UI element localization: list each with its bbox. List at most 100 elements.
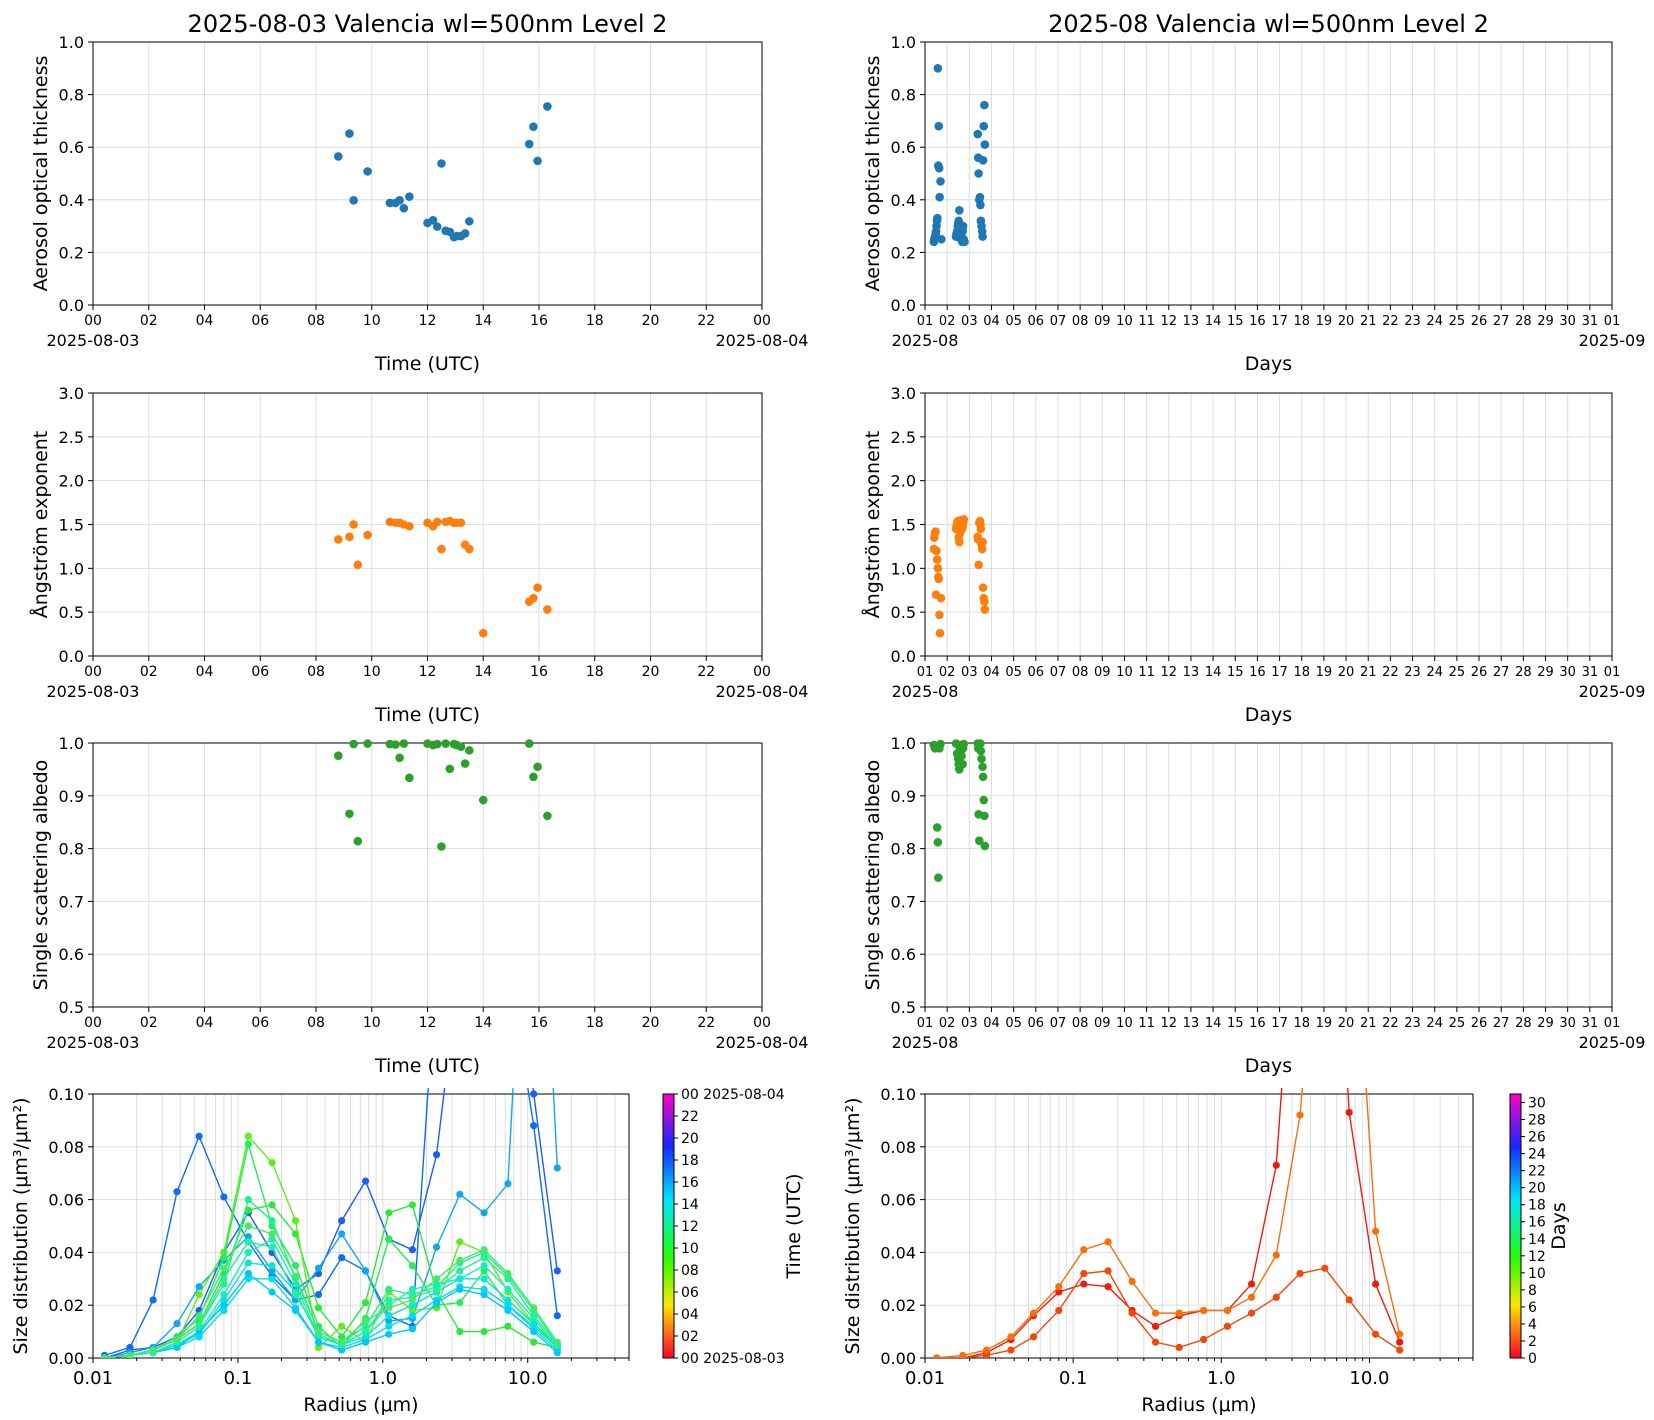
x-tick-label: 18	[586, 313, 604, 329]
series-point	[361, 1267, 370, 1275]
axes-frame	[924, 742, 1613, 1008]
x-tick-label: 13	[1183, 665, 1200, 680]
x-tick-label: 12	[1161, 314, 1178, 329]
x-tick-label: 14	[474, 313, 492, 329]
y-tick-label: 0.5	[59, 603, 84, 622]
x-tick-label: 15	[1227, 1016, 1244, 1031]
series-point	[504, 1306, 512, 1315]
data-point	[353, 560, 363, 570]
axes-frame	[92, 41, 763, 306]
y-tick-label: 0.08	[880, 1138, 916, 1157]
data-point	[533, 762, 542, 772]
series-point	[1296, 1269, 1304, 1278]
x-tick-label: 01	[1604, 1016, 1621, 1031]
x-tick-label: 03	[961, 314, 978, 329]
data-point	[349, 739, 358, 749]
x-tick-label: 23	[1404, 1016, 1421, 1031]
y-tick-label: 0.08	[48, 1138, 84, 1157]
x-tick-label: 04	[196, 664, 214, 680]
series-point	[291, 1291, 300, 1299]
series-point	[480, 1285, 488, 1293]
series-point	[480, 1291, 488, 1299]
y-tick-label: 0.6	[891, 138, 916, 157]
x-tick-label: 00	[753, 1015, 771, 1031]
series-point	[314, 1304, 323, 1312]
series-point	[432, 1298, 441, 1307]
data-point	[937, 234, 946, 244]
x-tick-label: 10.0	[1349, 1368, 1389, 1389]
x-tick-label: 29	[1537, 1016, 1554, 1031]
data-point	[974, 169, 983, 178]
series-point	[504, 1180, 512, 1188]
x-axis-label: Time (UTC)	[374, 353, 480, 375]
series-point	[408, 1325, 416, 1333]
data-point	[974, 836, 984, 845]
y-tick-label: 0.00	[48, 1349, 84, 1368]
series-point	[1272, 1293, 1280, 1301]
series-point	[480, 1262, 488, 1270]
series-point	[244, 1206, 252, 1214]
series-point	[244, 1275, 252, 1283]
data-point	[529, 772, 538, 782]
y-tick-label: 0.06	[880, 1191, 916, 1210]
data-point	[345, 129, 354, 138]
x-tick-label: 10	[1116, 314, 1133, 329]
data-point	[979, 121, 989, 131]
axes-frame	[92, 1093, 630, 1359]
data-point	[395, 753, 404, 763]
y-tick-label: 1.0	[59, 734, 84, 753]
series-point	[504, 1269, 512, 1278]
series-point	[408, 1296, 416, 1304]
data-point	[524, 739, 534, 748]
x-tick-label: 08	[1072, 1016, 1089, 1031]
series-point	[244, 1259, 252, 1267]
data-point	[465, 746, 474, 755]
data-point	[980, 100, 989, 110]
x-tick-label: 02	[939, 1016, 956, 1031]
series-line	[104, 1088, 558, 1357]
x-tick-label: 11	[1138, 314, 1155, 329]
y-tick-label: 1.5	[891, 516, 916, 535]
series-point	[1104, 1238, 1112, 1246]
series-point	[385, 1209, 393, 1217]
data-point	[529, 122, 538, 131]
series-point	[480, 1246, 488, 1254]
data-point	[959, 514, 969, 524]
data-point	[978, 772, 988, 782]
series-point	[1223, 1322, 1232, 1330]
series-point	[195, 1291, 203, 1299]
x-tick-label: 19	[1316, 314, 1333, 329]
y-axis-label: Single scattering albedo	[862, 760, 884, 991]
grid	[924, 392, 1613, 657]
series-point	[385, 1285, 393, 1293]
y-tick-label: 0.4	[59, 191, 84, 210]
y-tick-label: 0.4	[891, 191, 916, 210]
series-point	[244, 1269, 252, 1278]
x-tick-label: 01	[1604, 314, 1621, 329]
series-point	[1321, 826, 1328, 833]
series-point	[504, 958, 511, 965]
data-point	[437, 842, 446, 851]
x-tick-label: 08	[307, 313, 325, 329]
data-point	[405, 521, 414, 531]
x-tick-label: 09	[1094, 665, 1111, 680]
x-date-end-label: 2025-08-04	[716, 1033, 809, 1052]
series-point	[530, 1090, 538, 1098]
x-tick-label: 06	[251, 313, 269, 329]
x-tick-label: 04	[983, 665, 1000, 680]
data-point	[345, 532, 354, 542]
y-axis-label: Ångström exponent	[29, 431, 52, 619]
series-point	[530, 1122, 538, 1130]
series-point	[1080, 1280, 1088, 1288]
x-tick-label: 06	[1028, 1016, 1045, 1031]
series-point	[291, 1217, 300, 1225]
series-point	[1104, 1267, 1112, 1275]
axes-frame	[92, 392, 763, 657]
x-tick-label: 18	[1293, 1016, 1310, 1031]
colorbar-tick-label: 28	[1528, 1113, 1546, 1129]
x-axis-label: Days	[1245, 1055, 1292, 1077]
grid	[924, 41, 1613, 306]
x-tick-label: 14	[1205, 1016, 1222, 1031]
series-point	[982, 1346, 991, 1354]
series-point	[195, 1322, 203, 1330]
